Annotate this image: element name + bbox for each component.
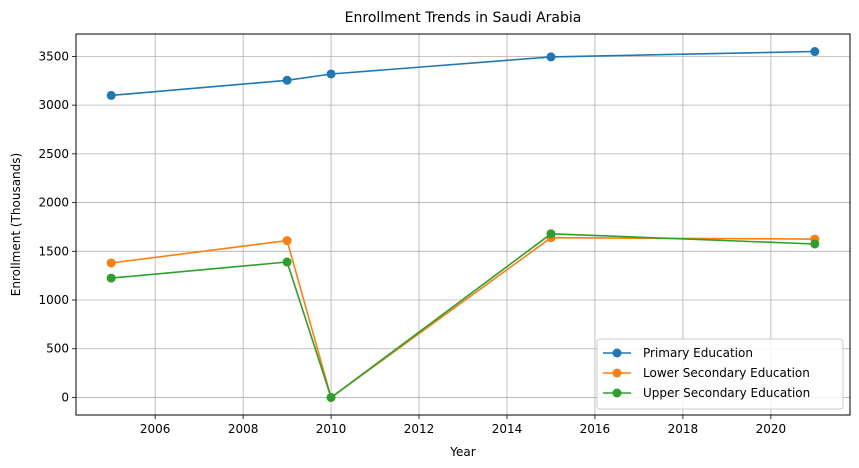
y-tick-label: 3000 bbox=[38, 98, 69, 112]
x-tick-label: 2008 bbox=[228, 422, 259, 436]
data-point bbox=[106, 258, 116, 268]
data-point bbox=[282, 257, 292, 267]
x-axis-title: Year bbox=[449, 445, 475, 459]
y-tick-label: 3500 bbox=[38, 49, 69, 63]
data-point bbox=[282, 75, 292, 85]
x-tick-label: 2006 bbox=[140, 422, 171, 436]
data-point bbox=[326, 69, 336, 79]
data-point bbox=[282, 236, 292, 246]
y-axis-ticks: 0 500 1000 1500 2000 2500 3000 3500 bbox=[38, 49, 76, 404]
data-point bbox=[106, 90, 116, 100]
y-tick-label: 2500 bbox=[38, 147, 69, 161]
data-point bbox=[326, 392, 336, 402]
y-tick-label: 2000 bbox=[38, 196, 69, 210]
y-tick-label: 0 bbox=[61, 390, 69, 404]
x-tick-label: 2010 bbox=[316, 422, 347, 436]
legend-label: Primary Education bbox=[643, 346, 753, 360]
series-group bbox=[106, 47, 820, 402]
y-axis-title: Enrollment (Thousands) bbox=[9, 153, 23, 296]
data-point bbox=[810, 239, 820, 249]
legend-label: Upper Secondary Education bbox=[643, 386, 810, 400]
legend-marker bbox=[612, 388, 622, 398]
data-point bbox=[546, 52, 556, 62]
y-tick-label: 1000 bbox=[38, 293, 69, 307]
plot-frame bbox=[75, 33, 851, 416]
legend: Primary Education Lower Secondary Educati… bbox=[596, 338, 844, 410]
y-tick-label: 500 bbox=[46, 342, 69, 356]
legend-marker bbox=[612, 348, 622, 358]
legend-marker bbox=[612, 368, 622, 378]
data-point bbox=[546, 229, 556, 239]
legend-label: Lower Secondary Education bbox=[643, 366, 810, 380]
x-axis-ticks: 2006 2008 2010 2012 2014 2016 2018 2020 bbox=[140, 415, 786, 436]
chart-title: Enrollment Trends in Saudi Arabia bbox=[345, 10, 582, 26]
data-point bbox=[106, 273, 116, 283]
data-point bbox=[810, 47, 820, 57]
y-tick-label: 1500 bbox=[38, 244, 69, 258]
x-tick-label: 2018 bbox=[668, 422, 699, 436]
x-tick-label: 2016 bbox=[580, 422, 611, 436]
x-tick-label: 2014 bbox=[492, 422, 523, 436]
legend-box bbox=[596, 338, 844, 410]
x-tick-label: 2012 bbox=[404, 422, 435, 436]
x-tick-label: 2020 bbox=[756, 422, 787, 436]
